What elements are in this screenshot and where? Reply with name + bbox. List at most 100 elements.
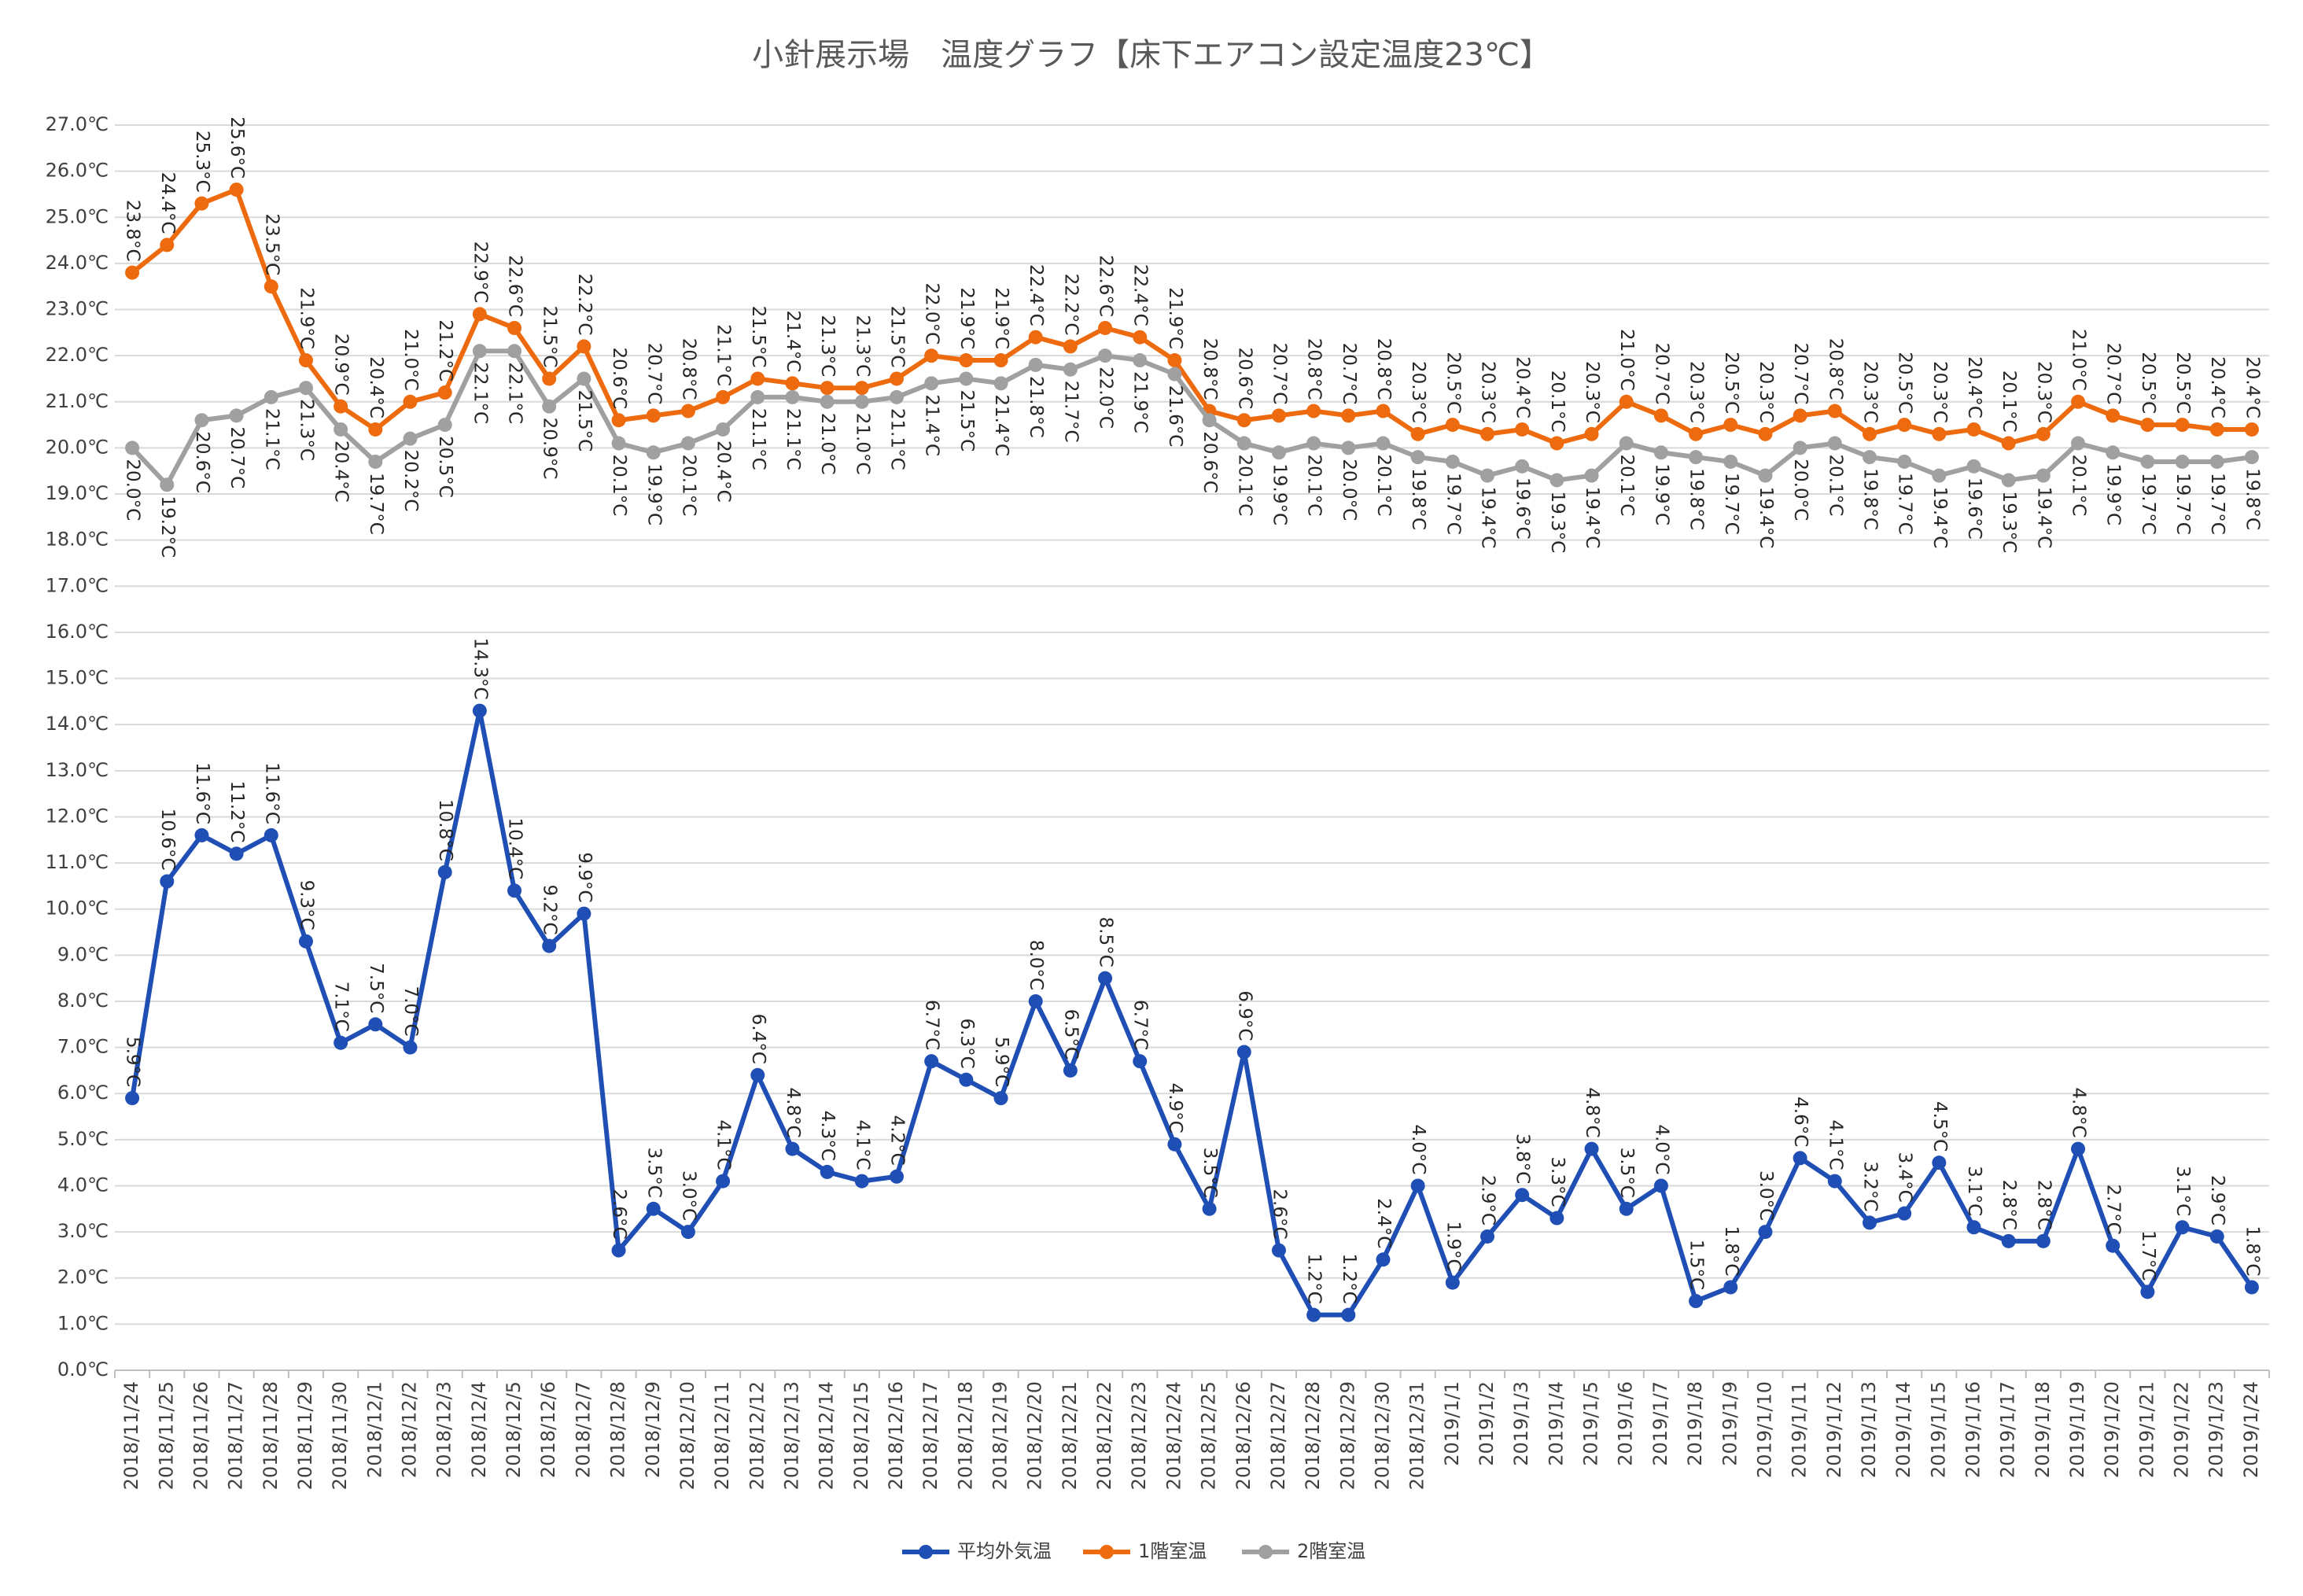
data-point <box>1063 339 1078 354</box>
data-point <box>1098 348 1113 363</box>
data-point <box>194 196 209 211</box>
data-point <box>507 883 522 898</box>
x-tick-label: 2019/1/11 <box>1789 1381 1811 1478</box>
data-point <box>820 381 835 396</box>
data-label: 21.9°C <box>991 287 1011 349</box>
data-label: 20.4°C <box>2242 356 2262 418</box>
data-point <box>333 1035 348 1050</box>
data-label: 19.3°C <box>1999 491 2019 553</box>
x-tick-label: 2019/1/23 <box>2205 1381 2227 1478</box>
data-label: 20.1°C <box>1999 370 2019 433</box>
data-label: 20.8°C <box>1304 338 1325 400</box>
data-point <box>194 827 209 842</box>
x-tick-label: 2018/11/26 <box>190 1381 212 1490</box>
data-point <box>716 389 731 404</box>
data-point <box>1932 1156 1947 1170</box>
x-tick-label: 2018/12/26 <box>1233 1381 1255 1490</box>
data-label: 3.3°C <box>1547 1156 1568 1207</box>
x-tick-label: 2019/1/15 <box>1927 1381 1949 1478</box>
data-point <box>1584 1141 1599 1156</box>
data-label: 23.8°C <box>123 200 143 262</box>
data-point <box>785 376 800 391</box>
data-point <box>2244 450 2259 465</box>
x-tick-label: 2019/1/22 <box>2171 1381 2193 1478</box>
data-point <box>646 1201 661 1216</box>
data-label: 20.5°C <box>2138 352 2158 414</box>
data-point <box>1932 468 1947 483</box>
data-label: 20.3°C <box>1686 361 1707 423</box>
data-label: 20.8°C <box>1825 338 1845 400</box>
data-point <box>959 371 974 386</box>
data-label: 20.7°C <box>1269 343 1289 405</box>
data-label: 2.9°C <box>1478 1175 1498 1226</box>
data-label: 20.7°C <box>1651 343 1671 405</box>
x-tick-label: 2018/12/25 <box>1198 1381 1220 1490</box>
x-tick-label: 2018/12/31 <box>1406 1381 1428 1490</box>
x-tick-label: 2019/1/9 <box>1719 1381 1741 1466</box>
data-label: 21.0°C <box>1616 329 1637 391</box>
data-point <box>1897 418 1912 433</box>
data-label: 20.4°C <box>331 440 352 503</box>
data-point <box>1236 413 1251 428</box>
data-label: 20.8°C <box>1373 338 1394 400</box>
data-label: 14.3°C <box>470 638 490 700</box>
data-label: 21.3°C <box>817 315 838 377</box>
data-label: 2.6°C <box>609 1189 629 1239</box>
data-point <box>854 394 869 409</box>
data-point <box>611 413 626 428</box>
data-point <box>1723 418 1738 433</box>
legend-label: 2階室温 <box>1297 1540 1365 1562</box>
data-label: 19.8°C <box>1408 468 1428 530</box>
x-tick-label: 2019/1/14 <box>1892 1381 1914 1478</box>
x-tick-label: 2018/12/14 <box>816 1381 838 1490</box>
data-label: 7.1°C <box>331 982 352 1032</box>
data-point <box>1758 468 1773 483</box>
data-label: 20.3°C <box>2033 361 2054 423</box>
data-label: 2.9°C <box>2207 1175 2227 1226</box>
data-label: 21.9°C <box>296 287 316 349</box>
data-point <box>680 1225 695 1240</box>
x-tick-label: 2018/12/28 <box>1302 1381 1324 1490</box>
data-point <box>611 436 626 451</box>
x-tick-label: 2018/12/27 <box>1267 1381 1289 1490</box>
data-label: 21.7°C <box>1060 381 1081 443</box>
data-label: 21.8°C <box>1026 376 1046 438</box>
y-tick-label: 5.0℃ <box>57 1128 109 1150</box>
data-label: 5.9°C <box>991 1037 1011 1087</box>
data-label: 20.5°C <box>1443 352 1463 414</box>
x-tick-label: 2018/12/5 <box>503 1381 525 1478</box>
data-label: 6.3°C <box>956 1018 977 1068</box>
data-label: 20.5°C <box>435 436 455 498</box>
data-label: 19.8°C <box>1859 468 1880 530</box>
data-point <box>1133 330 1148 345</box>
data-point <box>2140 418 2155 433</box>
data-label: 20.7°C <box>2103 343 2124 405</box>
y-tick-label: 24.0℃ <box>46 252 109 274</box>
x-tick-label: 2018/11/25 <box>155 1381 177 1490</box>
legend-label: 平均外気温 <box>957 1540 1052 1562</box>
data-point <box>2106 445 2121 460</box>
x-tick-label: 2019/1/17 <box>1997 1381 2019 1478</box>
data-point <box>993 353 1008 368</box>
y-tick-label: 10.0℃ <box>46 898 109 920</box>
y-tick-label: 9.0℃ <box>57 943 109 965</box>
x-tick-label: 2018/12/18 <box>954 1381 976 1490</box>
y-tick-label: 13.0℃ <box>46 759 109 781</box>
data-label: 22.0°C <box>922 282 942 345</box>
data-point <box>2209 454 2224 469</box>
data-label: 1.8°C <box>2242 1226 2262 1276</box>
data-point <box>680 404 695 418</box>
data-label: 11.2°C <box>227 781 247 843</box>
y-tick-label: 3.0℃ <box>57 1220 109 1242</box>
data-point <box>577 371 591 386</box>
data-point <box>507 320 522 335</box>
data-label: 20.6°C <box>1234 347 1255 409</box>
data-label: 20.7°C <box>227 426 247 488</box>
data-point <box>1480 468 1495 483</box>
x-tick-label: 2018/12/3 <box>433 1381 455 1478</box>
data-label: 20.7°C <box>1790 343 1811 405</box>
data-label: 21.2°C <box>435 319 455 381</box>
data-point <box>1966 1220 1981 1235</box>
data-label: 6.7°C <box>1130 1000 1151 1050</box>
data-point <box>1271 1243 1286 1258</box>
